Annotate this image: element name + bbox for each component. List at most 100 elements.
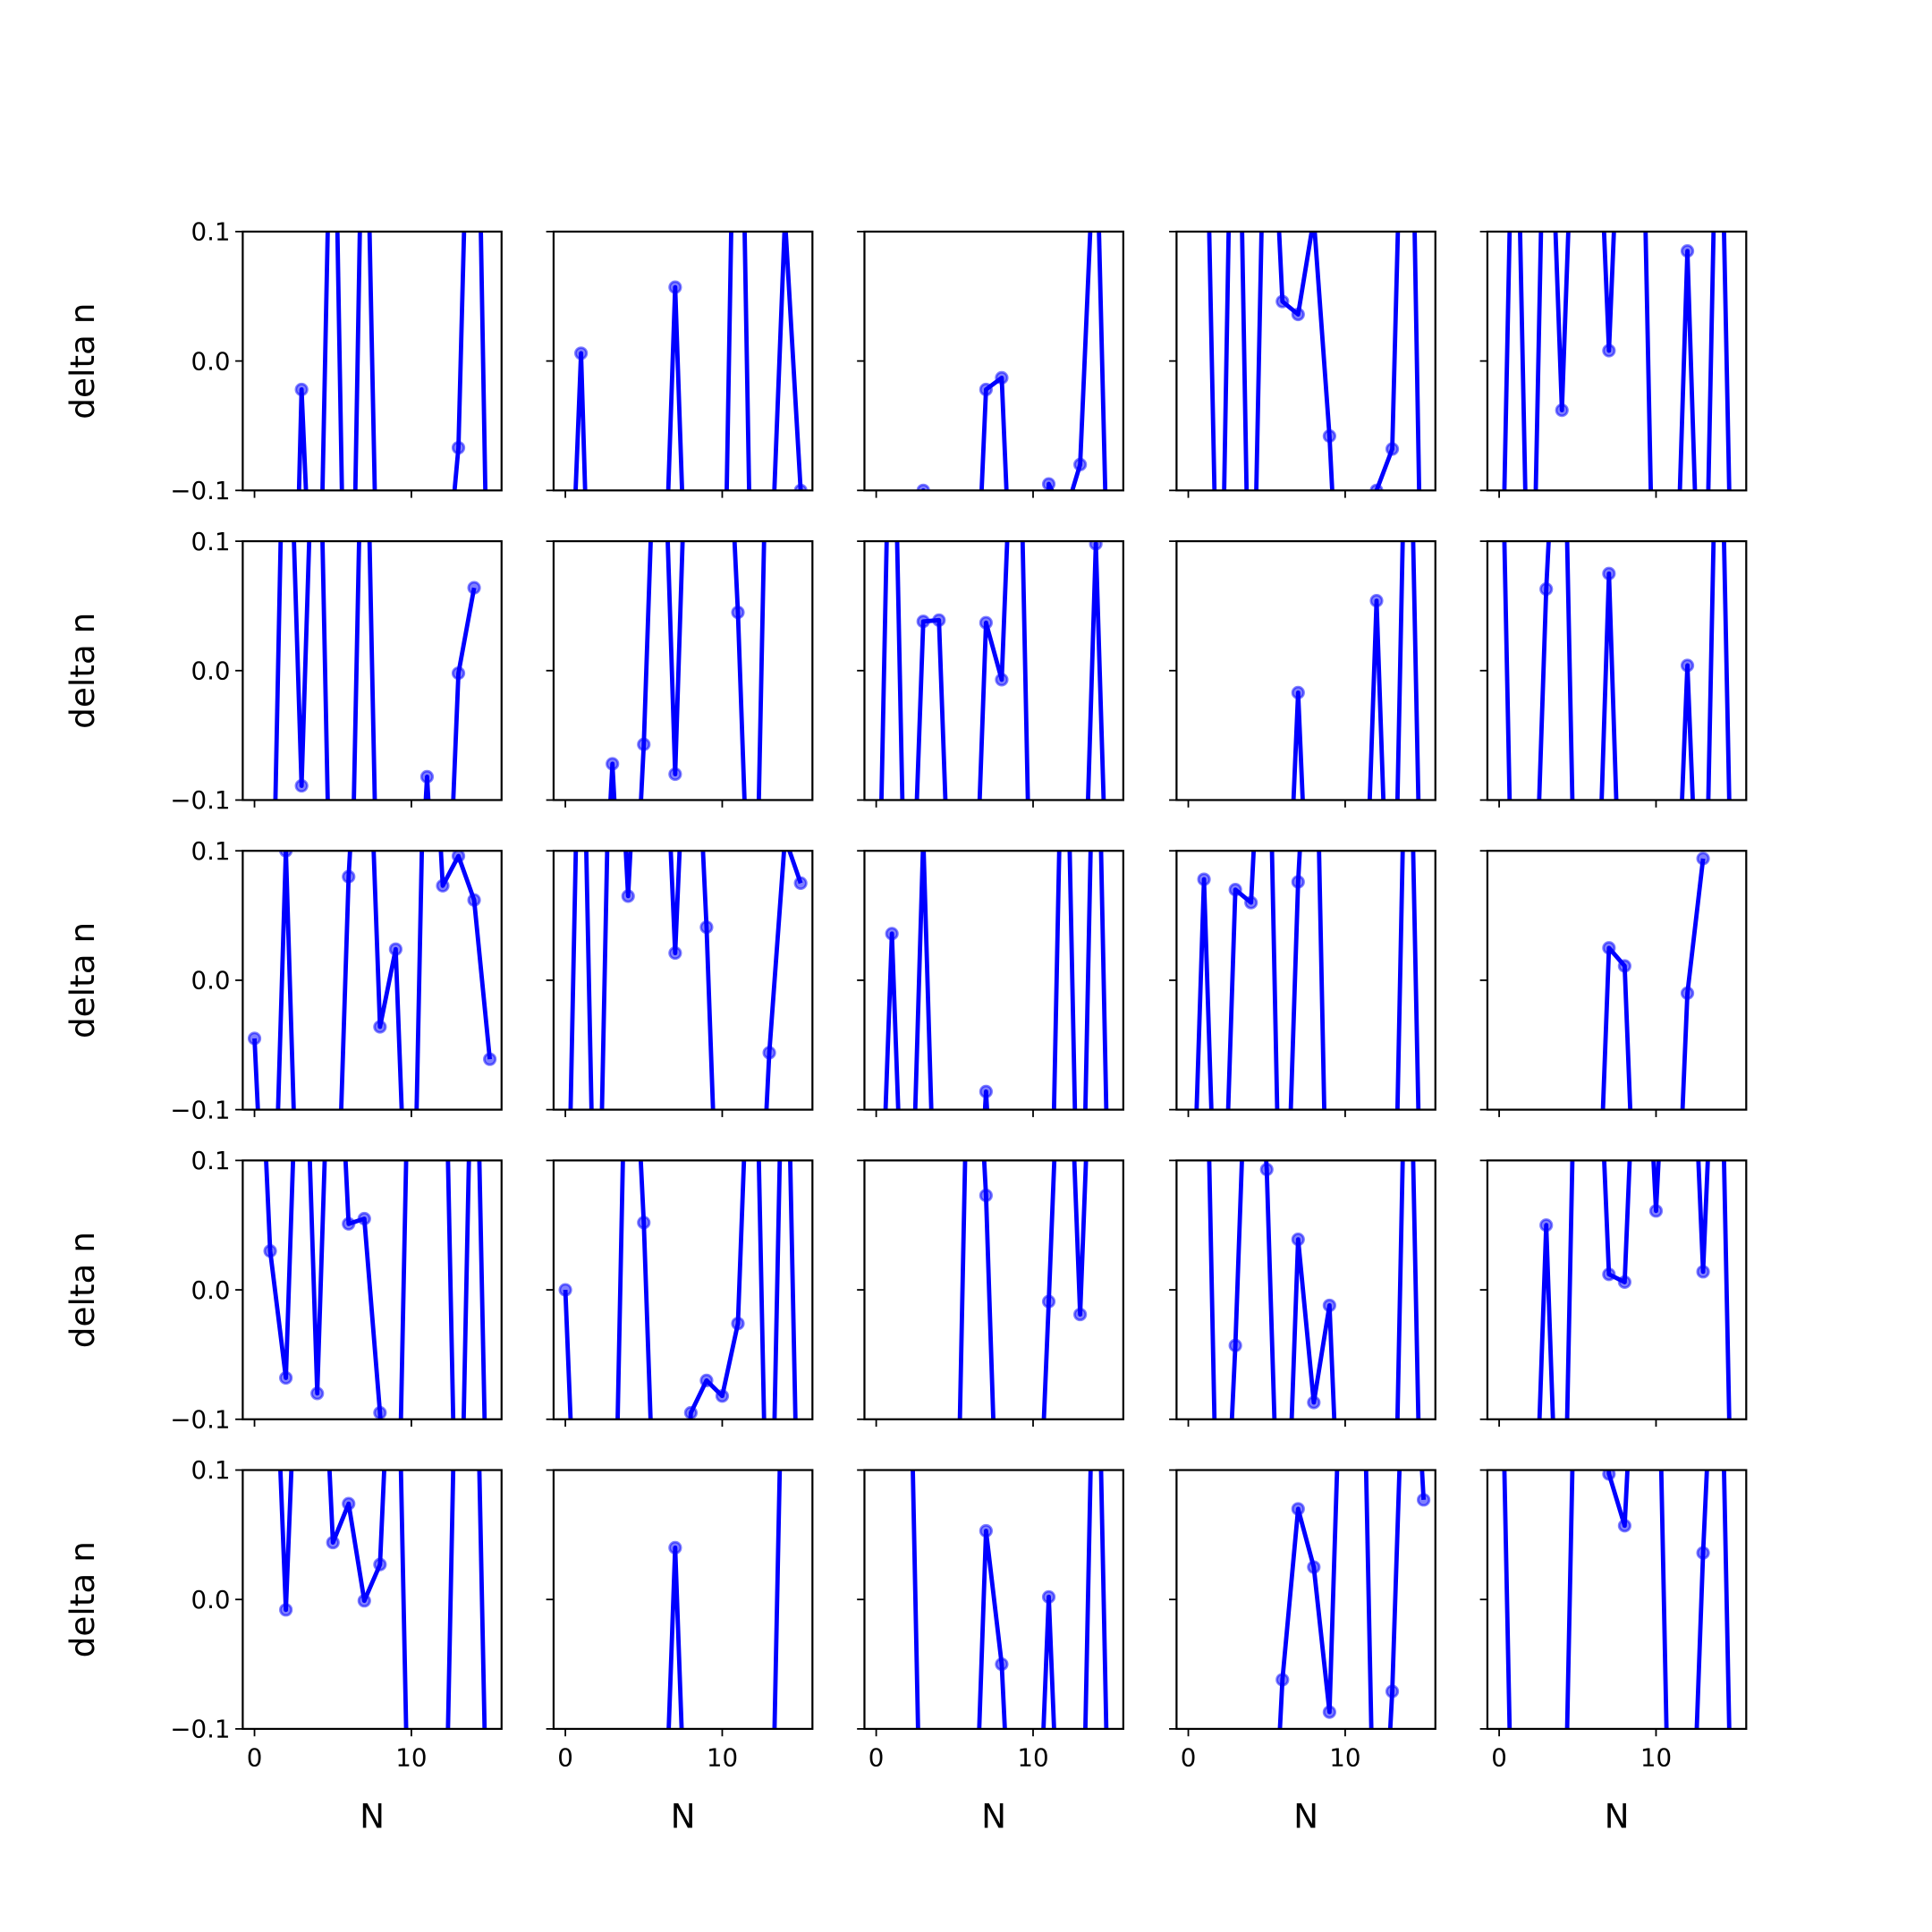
subplot [1479, 539, 1748, 1064]
x-tick-label: 0 [1491, 1742, 1507, 1772]
data-point [1340, 1673, 1351, 1683]
data-point [949, 1673, 960, 1683]
plot-area [263, 896, 495, 1683]
data-point [1228, 1338, 1242, 1352]
data-point [654, 276, 665, 287]
data-point [731, 1317, 745, 1331]
data-point [575, 587, 586, 597]
data-point [484, 1673, 495, 1683]
subplot [1479, 850, 1748, 1374]
subplot: −0.1 0.0 0.1 delta n [63, 836, 503, 1374]
y-tick-label: 0.0 [191, 1585, 230, 1614]
axes-frame [1175, 1159, 1436, 1420]
data-point [437, 614, 448, 625]
plot-area [1494, 231, 1732, 754]
data-line [920, 231, 1108, 491]
data-point [1371, 1363, 1382, 1374]
data-point [249, 1206, 259, 1216]
axes-frame [552, 230, 814, 492]
data-point [1602, 1267, 1616, 1282]
data-point [484, 743, 495, 754]
data-point [1525, 1673, 1536, 1683]
data-point [1402, 587, 1413, 597]
data-line [264, 1160, 487, 1419]
data-point [793, 876, 808, 891]
subplot [1479, 230, 1748, 754]
data-point [1539, 1218, 1554, 1233]
data-point [623, 1003, 633, 1013]
axes-frame [1486, 1159, 1748, 1420]
data-line [563, 1160, 798, 1419]
data-point [1182, 1054, 1193, 1064]
data-point [1090, 97, 1101, 107]
data-point [1073, 1307, 1088, 1322]
data-point [1698, 743, 1708, 754]
data-point [357, 1594, 371, 1608]
data-point [1277, 1054, 1288, 1064]
plot-area [573, 231, 808, 1013]
data-point [916, 483, 930, 491]
y-tick-label: 0.1 [191, 217, 230, 247]
plot-area [1275, 1470, 1431, 1729]
data-point [294, 778, 309, 793]
axes-frame [242, 1159, 503, 1420]
data-point [1182, 1363, 1193, 1374]
axes-frame [242, 539, 503, 801]
data-point [1089, 541, 1103, 551]
data-line [296, 231, 488, 491]
data-point [1635, 1054, 1646, 1064]
data-point [573, 346, 589, 360]
data-point [1650, 1363, 1661, 1374]
data-point [1291, 875, 1305, 889]
data-point [902, 1363, 912, 1374]
data-point [701, 276, 712, 287]
data-line [1502, 541, 1732, 801]
data-point [932, 613, 946, 627]
data-point [1355, 1363, 1366, 1374]
subplot: −0.1 0.0 0.1 delta n [63, 527, 503, 1064]
data-point [1059, 511, 1070, 521]
data-point [406, 873, 417, 884]
data-point [965, 896, 976, 907]
y-axis-label: delta n [63, 922, 102, 1038]
y-tick-label: −0.1 [170, 1404, 230, 1434]
axes-frame [863, 230, 1124, 492]
data-point [327, 1363, 338, 1374]
data-point [1682, 896, 1692, 907]
data-point [373, 1405, 387, 1419]
data-point [421, 743, 432, 754]
subplot [1169, 1159, 1436, 1683]
data-point [1680, 986, 1695, 1001]
data-point [1259, 1162, 1274, 1177]
data-point [683, 1405, 698, 1419]
data-point [949, 873, 960, 884]
data-point [979, 1523, 994, 1538]
data-point [779, 1206, 790, 1216]
data-point [1588, 896, 1598, 907]
plot-area [568, 587, 808, 1110]
data-point [1650, 743, 1661, 754]
data-point [1244, 895, 1258, 910]
data-point [1322, 428, 1336, 444]
data-point [793, 483, 808, 491]
data-line [1277, 1470, 1427, 1729]
x-tick-label: 0 [1181, 1742, 1197, 1772]
axes-frame [1175, 230, 1436, 492]
data-point [1214, 1363, 1224, 1374]
subplot [857, 97, 1124, 884]
plot-area [247, 851, 497, 1374]
data-point [342, 1216, 356, 1231]
axes-frame [1175, 539, 1436, 801]
data-point [327, 896, 338, 907]
data-point [621, 889, 635, 903]
data-point [886, 1673, 897, 1683]
data-point [668, 1540, 682, 1555]
data-point [1494, 1206, 1504, 1216]
data-point [1680, 658, 1695, 673]
data-point [1261, 587, 1272, 597]
data-point [1369, 483, 1384, 491]
data-point [437, 1054, 448, 1064]
data-point [1197, 872, 1211, 886]
plot-area [1207, 1160, 1421, 1683]
data-point [1494, 743, 1504, 754]
